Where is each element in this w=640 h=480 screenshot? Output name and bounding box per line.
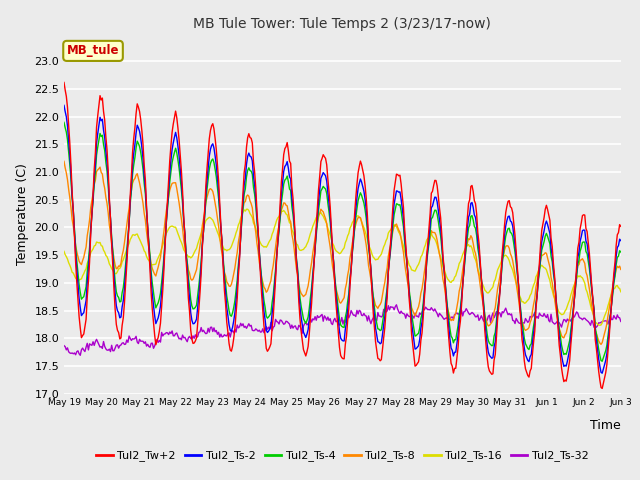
Y-axis label: Temperature (C): Temperature (C) <box>16 163 29 264</box>
Legend: Tul2_Tw+2, Tul2_Ts-2, Tul2_Ts-4, Tul2_Ts-8, Tul2_Ts-16, Tul2_Ts-32: Tul2_Tw+2, Tul2_Ts-2, Tul2_Ts-4, Tul2_Ts… <box>92 446 593 466</box>
X-axis label: Time: Time <box>590 419 621 432</box>
Text: MB_tule: MB_tule <box>67 44 119 58</box>
Title: MB Tule Tower: Tule Temps 2 (3/23/17-now): MB Tule Tower: Tule Temps 2 (3/23/17-now… <box>193 17 492 31</box>
